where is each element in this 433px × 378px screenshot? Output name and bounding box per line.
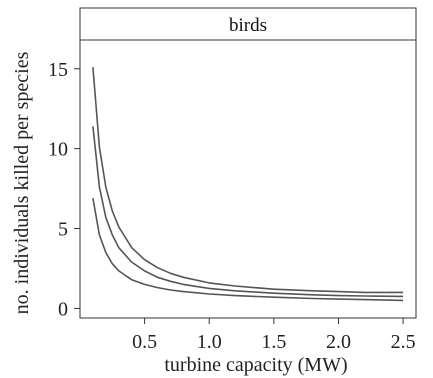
x-tick-label: 1.0 — [197, 331, 222, 353]
y-tick-label: 10 — [48, 139, 68, 161]
plot-frame — [79, 39, 417, 319]
series-line-3 — [92, 198, 404, 302]
y-tick-label: 5 — [58, 219, 68, 241]
y-tick-label: 15 — [48, 59, 68, 81]
x-tick-label: 1.5 — [261, 331, 286, 353]
x-tick-label: 2.0 — [326, 331, 351, 353]
x-tick-label: 2.5 — [391, 331, 416, 353]
chart-title: birds — [229, 15, 267, 36]
series-line-1 — [92, 67, 404, 294]
x-axis-title: turbine capacity (MW) — [164, 354, 347, 376]
x-tick-label: 0.5 — [132, 331, 157, 353]
series-line-2 — [92, 126, 404, 298]
title-strip — [79, 7, 417, 41]
y-tick-label: 0 — [58, 298, 68, 320]
y-axis-title: no. individuals killed per species — [11, 51, 33, 314]
